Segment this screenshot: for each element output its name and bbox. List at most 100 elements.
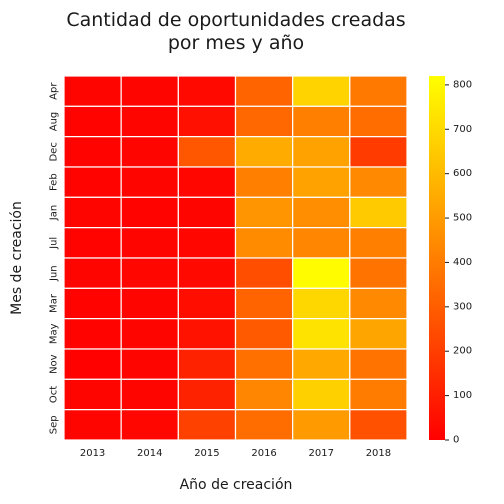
heatmap-cell-sep-2018 <box>349 409 408 441</box>
heatmap-cell-may-2013 <box>63 318 122 350</box>
heatmap-cell-may-2014 <box>120 318 179 350</box>
heatmap-cell-dec-2014 <box>120 136 179 168</box>
y-tick-label: Nov <box>49 354 60 374</box>
colorbar-tick-label: 200 <box>453 346 472 357</box>
heatmap-cell-feb-2017 <box>292 166 351 198</box>
heatmap-cell-jul-2015 <box>177 227 237 259</box>
heatmap-cell-mar-2018 <box>349 287 408 320</box>
heatmap-cell-feb-2013 <box>63 166 122 198</box>
x-tick-label: 2017 <box>309 448 334 459</box>
colorbar-tick-label: 800 <box>453 79 472 90</box>
y-tick-label: Feb <box>49 173 60 191</box>
x-tick-labels: 2013 2014 2015 2016 2017 2018 <box>80 448 391 459</box>
y-tick-label: Sep <box>49 415 60 434</box>
heatmap-cell-apr-2017 <box>292 75 351 107</box>
heatmap-cell-aug-2015 <box>177 105 237 138</box>
x-axis-label: Año de creación <box>180 477 293 493</box>
heatmap-cell-nov-2016 <box>234 348 294 380</box>
colorbar-tick-label: 300 <box>453 301 472 312</box>
heatmap-cell-jan-2013 <box>63 196 122 229</box>
heatmap-cell-oct-2014 <box>120 378 179 411</box>
heatmap-cell-apr-2015 <box>177 75 237 107</box>
heatmap-cell-aug-2016 <box>234 105 294 138</box>
heatmap-cell-nov-2015 <box>177 348 237 380</box>
heatmap-cell-jan-2017 <box>292 196 351 229</box>
heatmap-cell-apr-2014 <box>120 75 179 107</box>
y-axis-label: Mes de creación <box>9 201 25 315</box>
heatmap-cell-jan-2015 <box>177 196 237 229</box>
heatmap-cell-jun-2014 <box>120 257 179 289</box>
y-tick-label: May <box>49 323 60 344</box>
heatmap-cell-jul-2014 <box>120 227 179 259</box>
heatmap-cell-oct-2015 <box>177 378 237 411</box>
heatmap-cell-jun-2018 <box>349 257 408 289</box>
heatmap-cell-oct-2017 <box>292 378 351 411</box>
heatmap-cell-jan-2016 <box>234 196 294 229</box>
heatmap-cell-dec-2018 <box>349 136 408 168</box>
y-tick-label: Aug <box>49 112 60 132</box>
heatmap-cell-nov-2018 <box>349 348 408 380</box>
y-tick-label: Apr <box>49 82 60 100</box>
heatmap-cell-aug-2018 <box>349 105 408 138</box>
heatmap-cell-jul-2016 <box>234 227 294 259</box>
x-tick-label: 2016 <box>251 448 276 459</box>
heatmap-cell-apr-2013 <box>63 75 122 107</box>
heatmap-cell-oct-2013 <box>63 378 122 411</box>
chart-title-line-2: por mes y año <box>168 32 304 54</box>
y-tick-label: Jan <box>49 205 60 221</box>
colorbar-tick-label: 100 <box>453 390 472 401</box>
heatmap-cell-sep-2014 <box>120 409 179 441</box>
x-tick-label: 2015 <box>194 448 219 459</box>
heatmap-cell-jul-2017 <box>292 227 351 259</box>
heatmap-cell-jun-2016 <box>234 257 294 289</box>
chart-title-line-1: Cantidad de oportunidades creadas <box>66 9 405 31</box>
y-tick-label: Mar <box>49 293 60 313</box>
heatmap-cell-oct-2016 <box>234 378 294 411</box>
heatmap-cell-sep-2016 <box>234 409 294 441</box>
heatmap-cell-sep-2013 <box>63 409 122 441</box>
x-tick-label: 2014 <box>137 448 162 459</box>
heatmap-cell-mar-2013 <box>63 287 122 320</box>
heatmap-cell-apr-2016 <box>234 75 294 107</box>
y-tick-labels: Apr Aug Dec Feb Jan Jul Jun Mar May Nov Oct Sep <box>49 82 60 435</box>
heatmap-cell-aug-2014 <box>120 105 179 138</box>
heatmap-cell-dec-2015 <box>177 136 237 168</box>
heatmap-cell-mar-2015 <box>177 287 237 320</box>
colorbar-tick-label: 700 <box>453 124 472 135</box>
y-tick-label: Oct <box>49 386 60 403</box>
colorbar <box>429 76 445 440</box>
colorbar-tick-label: 0 <box>453 435 459 446</box>
heatmap-cell-aug-2017 <box>292 105 351 138</box>
y-tick-label: Dec <box>49 142 60 161</box>
heatmap-cell-mar-2017 <box>292 287 351 320</box>
heatmap-cell-feb-2018 <box>349 166 408 198</box>
heatmap-cell-may-2015 <box>177 318 237 350</box>
heatmap-cell-jan-2014 <box>120 196 179 229</box>
heatmap-cell-feb-2015 <box>177 166 237 198</box>
heatmap-cell-dec-2013 <box>63 136 122 168</box>
heatmap-cell-nov-2013 <box>63 348 122 380</box>
heatmap-cell-may-2017 <box>292 318 351 350</box>
colorbar-ticks: 0 100 200 300 400 500 600 700 800 <box>445 79 472 446</box>
heatmap-cell-jan-2018 <box>349 196 408 229</box>
heatmap-cell-nov-2017 <box>292 348 351 380</box>
heatmap-cell-sep-2017 <box>292 409 351 441</box>
heatmap-cell-jun-2017 <box>292 257 351 289</box>
heatmap-cell-dec-2017 <box>292 136 351 168</box>
x-tick-label: 2013 <box>80 448 105 459</box>
heatmap-cell-jun-2013 <box>63 257 122 289</box>
x-tick-label: 2018 <box>366 448 391 459</box>
heatmap-cell-mar-2016 <box>234 287 294 320</box>
colorbar-tick-label: 500 <box>453 213 472 224</box>
heatmap-cell-feb-2014 <box>120 166 179 198</box>
heatmap-cell-may-2018 <box>349 318 408 350</box>
colorbar-tick-label: 400 <box>453 257 472 268</box>
heatmap-cell-jul-2018 <box>349 227 408 259</box>
heatmap-cell-may-2016 <box>234 318 294 350</box>
heatmap-cell-nov-2014 <box>120 348 179 380</box>
y-tick-label: Jul <box>49 237 60 250</box>
y-tick-label: Jun <box>49 265 60 282</box>
heatmap-cell-sep-2015 <box>177 409 237 441</box>
heatmap-cell-aug-2013 <box>63 105 122 138</box>
